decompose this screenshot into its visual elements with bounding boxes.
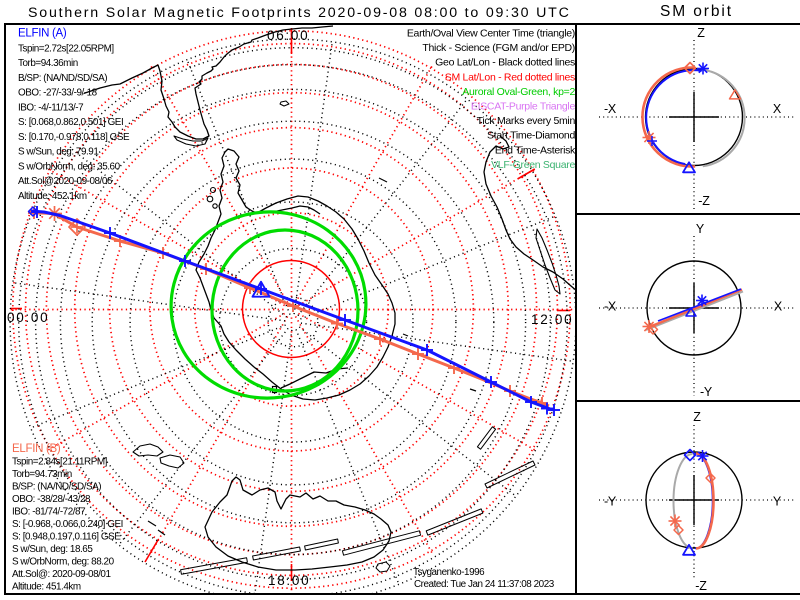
svg-text:End Time-Asterisk: End Time-Asterisk [495, 144, 576, 156]
svg-text:Y: Y [696, 222, 705, 236]
svg-text:VLF-Green Square: VLF-Green Square [491, 159, 575, 171]
svg-text:B/SP: (NA/ND/SD/SA): B/SP: (NA/ND/SD/SA) [18, 73, 107, 84]
svg-text:SM Lat/Lon - Red dotted lines: SM Lat/Lon - Red dotted lines [445, 71, 575, 83]
svg-text:S: [-0.968,-0.066,0.240] GEI: S: [-0.968,-0.066,0.240] GEI [12, 519, 123, 530]
svg-text:OBO: -38/28/-43/28: OBO: -38/28/-43/28 [12, 494, 91, 505]
svg-text:00:00: 00:00 [7, 310, 49, 325]
svg-text:ELFIN (B): ELFIN (B) [12, 443, 61, 455]
svg-text:Y: Y [773, 495, 782, 509]
svg-text:Altitude: 451.4km: Altitude: 451.4km [12, 582, 81, 593]
svg-text:S: [0.170,-0.978,0.118] GSE: S: [0.170,-0.978,0.118] GSE [18, 132, 130, 143]
svg-text:Torb=94.36min: Torb=94.36min [18, 58, 78, 69]
svg-text:IBO: -4/-11/13/-7: IBO: -4/-11/13/-7 [18, 102, 83, 113]
svg-text:S w/Sun, deg: 18.65: S w/Sun, deg: 18.65 [12, 544, 93, 555]
svg-text:S: [0.068,0.862,0.501] GEI: S: [0.068,0.862,0.501] GEI [18, 117, 123, 128]
svg-text:ELFIN (A): ELFIN (A) [18, 28, 67, 40]
svg-text:Auroral Oval-Green, kp=2: Auroral Oval-Green, kp=2 [462, 86, 575, 98]
svg-text:Tsyganenko-1996: Tsyganenko-1996 [413, 567, 485, 578]
svg-text:12:00: 12:00 [531, 312, 573, 327]
svg-text:-Z: -Z [695, 579, 707, 593]
svg-text:Southern Solar Magnetic Footpr: Southern Solar Magnetic Footprints 2020-… [28, 5, 571, 21]
svg-text:18:00: 18:00 [268, 573, 310, 588]
svg-text:Created: Tue Jan 24 11:37:08 2: Created: Tue Jan 24 11:37:08 2023 [414, 579, 555, 590]
svg-text:Z: Z [693, 410, 701, 424]
svg-text:-Y: -Y [700, 385, 713, 399]
svg-text:Altitude: 452.1km: Altitude: 452.1km [18, 191, 87, 202]
svg-text:Tick Marks every 5min: Tick Marks every 5min [477, 115, 576, 127]
svg-text:Geo Lat/Lon - Black dotted lin: Geo Lat/Lon - Black dotted lines [435, 57, 575, 69]
svg-text:Z: Z [697, 26, 705, 40]
svg-text:S w/Sun, deg: 79.91: S w/Sun, deg: 79.91 [18, 147, 99, 158]
svg-text:Tspin=2.72s[22.05RPM]: Tspin=2.72s[22.05RPM] [18, 43, 114, 54]
svg-text:-X: -X [604, 102, 617, 116]
svg-text:-Y: -Y [604, 495, 617, 509]
svg-text:Tspin=2.84s[21.11RPM]: Tspin=2.84s[21.11RPM] [12, 457, 108, 468]
svg-text:S: [0.948,0.197,0.116] GSE: S: [0.948,0.197,0.116] GSE [12, 532, 121, 543]
svg-text:-Z: -Z [698, 194, 710, 208]
svg-text:B/SP: (NA/ND/SD/SA): B/SP: (NA/ND/SD/SA) [12, 482, 101, 493]
svg-text:SM orbit: SM orbit [660, 3, 733, 20]
svg-text:EISCAT-Purple Triangle: EISCAT-Purple Triangle [471, 101, 576, 113]
svg-text:X: X [774, 300, 783, 314]
svg-text:S w/OrbNorm, deg: 88.20: S w/OrbNorm, deg: 88.20 [12, 557, 115, 568]
svg-text:Att.Sol@: 2020-09-08/01: Att.Sol@: 2020-09-08/01 [12, 569, 111, 580]
svg-text:-X: -X [604, 300, 617, 314]
svg-text:Att.Sol@2020-09-08/06: Att.Sol@2020-09-08/06 [18, 176, 113, 187]
svg-text:S w/OrbNorm, deg: 35.60: S w/OrbNorm, deg: 35.60 [18, 161, 121, 172]
svg-text:OBO: -27/-33/-9/-18: OBO: -27/-33/-9/-18 [18, 88, 98, 99]
svg-text:IBO: -81/74/-72/87: IBO: -81/74/-72/87 [12, 507, 85, 518]
svg-text:Start Time-Diamond: Start Time-Diamond [487, 130, 575, 142]
svg-text:Thick - Science (FGM and/or EP: Thick - Science (FGM and/or EPD) [422, 42, 575, 54]
svg-text:06:00: 06:00 [267, 28, 309, 43]
svg-text:Earth/Oval View Center Time (t: Earth/Oval View Center Time (triangle) [407, 28, 575, 40]
svg-text:X: X [773, 102, 782, 116]
svg-text:Torb=94.73min: Torb=94.73min [12, 469, 72, 480]
